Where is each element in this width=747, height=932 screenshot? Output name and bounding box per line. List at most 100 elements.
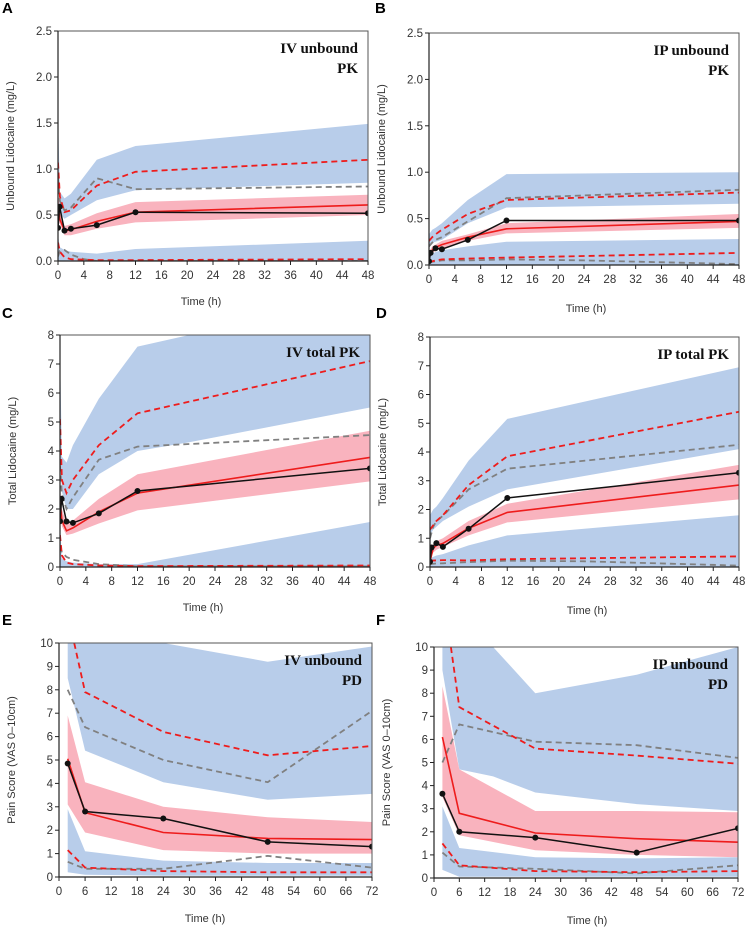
- x-tick-label: 4: [81, 270, 88, 282]
- observed-point: [429, 249, 434, 256]
- panel-letter: C: [2, 305, 13, 322]
- y-tick-label: 1.0: [36, 164, 52, 176]
- panel-annotation: IV unbound: [284, 653, 362, 669]
- x-axis-label: Time (h): [181, 296, 222, 308]
- x-tick-label: 12: [500, 274, 513, 286]
- y-tick-label: 2: [418, 505, 424, 517]
- observed-point: [633, 849, 640, 856]
- observed-point: [63, 518, 70, 525]
- x-tick-label: 36: [655, 576, 668, 588]
- y-tick-label: 7: [47, 708, 53, 720]
- observed-point: [736, 469, 739, 476]
- x-tick-label: 48: [630, 887, 643, 899]
- y-tick-label: 7: [418, 361, 424, 373]
- plot-area: [430, 367, 739, 567]
- observed-point: [60, 495, 65, 502]
- y-tick-label: 7: [48, 359, 54, 371]
- predicted-median-line: [429, 220, 739, 257]
- observed-point: [60, 518, 63, 525]
- x-tick-label: 36: [286, 576, 299, 588]
- y-tick-label: 7: [422, 711, 428, 723]
- y-tick-label: 2.5: [407, 28, 423, 40]
- observed-point: [93, 222, 100, 229]
- predicted-95th-percentile-line: [430, 410, 739, 531]
- y-tick-label: 1: [418, 533, 424, 545]
- observed-point: [61, 227, 68, 234]
- observed-point: [432, 245, 439, 252]
- observed-point: [532, 834, 539, 841]
- upper-percentile-ci-band: [67, 643, 372, 800]
- panel-letter: B: [375, 0, 386, 17]
- predicted-95th-percentile-line: [450, 647, 738, 765]
- observed-point: [736, 217, 739, 224]
- observed-point: [735, 825, 738, 832]
- observed-point: [264, 838, 271, 845]
- upper-percentile-ci-band: [429, 172, 739, 245]
- y-tick-label: 6: [48, 388, 54, 400]
- x-tick-label: 6: [456, 887, 462, 899]
- x-tick-label: 48: [362, 270, 375, 282]
- x-tick-label: 0: [426, 274, 432, 286]
- predicted-5th-percentile-line: [60, 535, 370, 567]
- x-tick-label: 28: [234, 576, 247, 588]
- x-tick-label: 28: [232, 270, 245, 282]
- x-tick-label: 8: [478, 576, 484, 588]
- y-axis-label: Unbound Lidocaine (mg/L): [5, 81, 17, 211]
- observed-point: [69, 519, 76, 526]
- panel-annotation: IP unbound: [654, 43, 730, 59]
- x-tick-label: 44: [707, 274, 720, 286]
- predicted-5th-percentile-line: [67, 849, 372, 874]
- x-tick-label: 20: [552, 274, 565, 286]
- upper-percentile-ci-band: [430, 367, 739, 536]
- x-tick-label: 36: [284, 270, 297, 282]
- y-tick-label: 0: [47, 872, 53, 884]
- observed-point: [504, 495, 511, 501]
- x-tick-label: 12: [105, 886, 118, 898]
- x-tick-label: 28: [603, 274, 616, 286]
- x-tick-label: 20: [552, 576, 565, 588]
- y-tick-label: 4: [47, 778, 54, 790]
- observed-point: [430, 544, 435, 551]
- x-tick-label: 24: [578, 576, 591, 588]
- y-tick-label: 0.5: [36, 210, 52, 222]
- x-tick-label: 24: [209, 576, 222, 588]
- observed-point: [456, 828, 463, 835]
- observed-point: [369, 843, 372, 850]
- y-tick-label: 1: [422, 850, 428, 862]
- x-tick-label: 6: [82, 886, 88, 898]
- y-tick-label: 6: [47, 732, 53, 744]
- x-tick-label: 12: [129, 270, 142, 282]
- x-tick-label: 42: [235, 886, 248, 898]
- y-tick-label: 0.5: [407, 214, 423, 226]
- observed-5th-percentile-line: [429, 258, 739, 265]
- x-tick-label: 12: [501, 576, 514, 588]
- observed-5th-percentile-line: [441, 851, 738, 875]
- predicted-95th-percentile-line: [73, 643, 372, 757]
- observed-point: [438, 246, 445, 253]
- x-tick-label: 4: [452, 274, 459, 286]
- panel-annotation: PD: [342, 673, 362, 689]
- panel-e: 0 6 12 18 24 30 36 42 48 54 60 66 72012345678910Time…: [2, 612, 378, 925]
- y-tick-label: 2: [48, 504, 54, 516]
- y-tick-label: 0.0: [36, 256, 52, 268]
- panel-annotation: PK: [708, 63, 729, 79]
- y-tick-label: 0: [48, 562, 54, 574]
- panel-annotation: IV unbound: [280, 41, 358, 57]
- panel-annotation: IP total PK: [657, 347, 729, 363]
- x-tick-label: 44: [707, 576, 720, 588]
- y-tick-label: 1: [48, 533, 54, 545]
- y-tick-label: 5: [418, 418, 424, 430]
- lower-percentile-ci-band: [58, 235, 368, 261]
- panel-annotation: PD: [708, 677, 728, 693]
- predicted-95th-percentile-line: [429, 191, 739, 242]
- median-ci-band: [58, 192, 368, 236]
- y-tick-label: 8: [47, 685, 53, 697]
- x-axis-label: Time (h): [183, 602, 224, 614]
- x-tick-label: 20: [181, 270, 194, 282]
- x-tick-label: 30: [554, 887, 567, 899]
- y-tick-label: 10: [40, 638, 53, 650]
- x-tick-label: 8: [108, 576, 114, 588]
- observed-5th-percentile-line: [67, 854, 372, 870]
- panel-letter: E: [2, 612, 12, 629]
